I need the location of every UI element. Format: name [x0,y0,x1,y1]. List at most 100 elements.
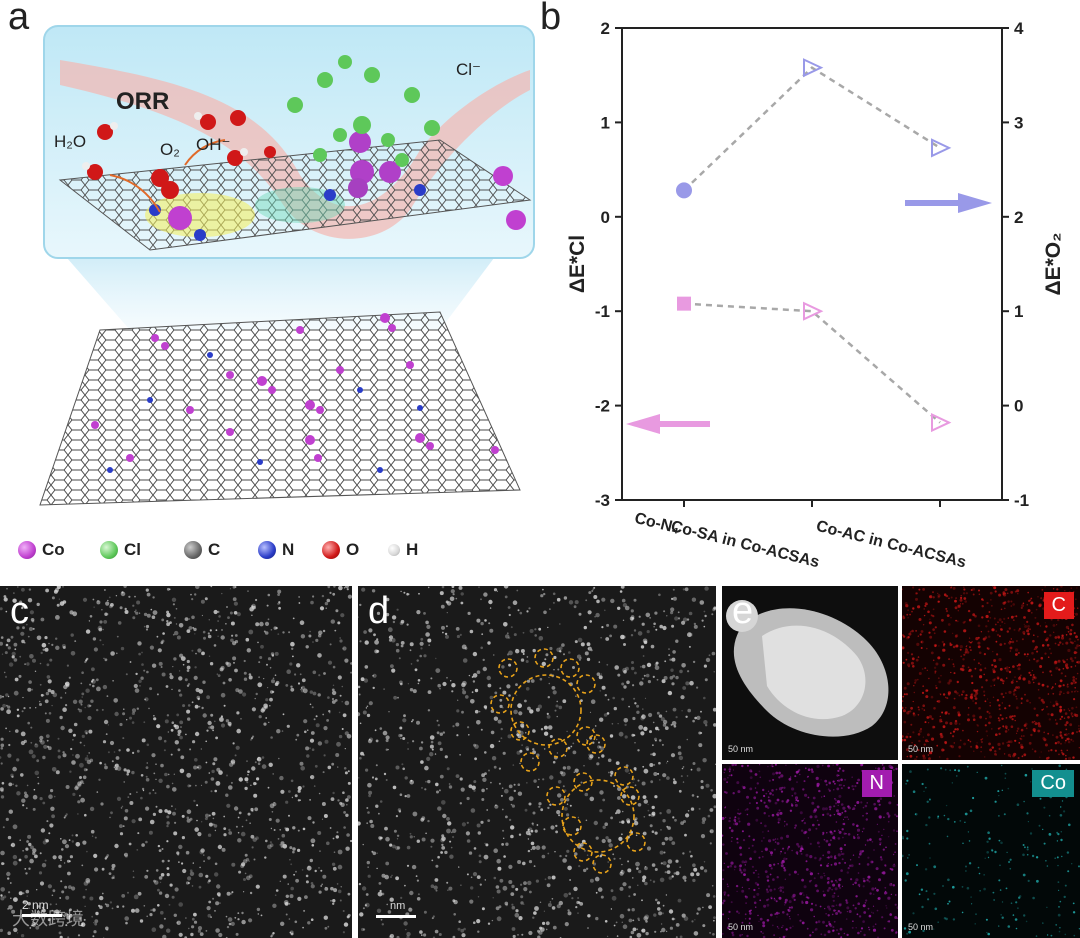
map-dot [1036,879,1039,883]
map-dot [986,710,989,713]
map-dot [730,829,734,833]
texture-dot [110,811,113,815]
texture-dot [448,785,453,789]
map-dot [746,764,749,767]
map-dot [1042,922,1044,924]
texture-dot [218,902,221,905]
map-dot [790,906,794,909]
texture-dot [549,901,552,903]
texture-dot [373,633,376,637]
map-dot [887,814,891,817]
texture-dot [696,872,700,876]
texture-dot [207,632,210,635]
texture-dot [318,674,321,677]
texture-dot [187,704,191,707]
texture-dot [278,606,281,610]
map-dot [725,852,728,855]
texture-dot [416,879,419,882]
texture-dot [529,890,532,894]
map-dot [946,757,949,760]
texture-dot [606,663,609,666]
map-dot [970,641,972,644]
texture-dot [682,875,687,880]
texture-dot [611,895,617,901]
texture-dot [54,909,60,915]
texture-dot [285,913,288,916]
texture-dot [398,657,401,660]
texture-dot [640,716,645,721]
texture-dot [482,777,487,782]
texture-dot [520,901,524,905]
map-dot [1029,628,1031,631]
texture-dot [243,659,246,663]
texture-dot [388,711,390,713]
map-dot [797,873,799,876]
texture-dot [253,858,256,861]
texture-dot [275,818,280,823]
texture-dot [491,919,494,922]
texture-dot [217,620,219,622]
map-dot [842,769,845,772]
texture-dot [368,738,371,741]
map-dot [1040,698,1044,702]
texture-dot [556,597,561,602]
texture-dot [276,729,281,734]
texture-dot [416,610,421,615]
map-dot [956,775,958,777]
texture-dot [16,758,20,762]
texture-dot [1,781,5,785]
texture-dot [309,690,313,694]
map-dot [987,698,989,700]
map-dot [1075,713,1079,718]
map-dot [840,803,844,806]
texture-dot [38,871,43,875]
texture-dot [126,773,129,776]
texture-dot [446,612,448,614]
texture-dot [206,729,209,732]
texture-dot [615,812,617,815]
texture-dot [69,908,72,912]
texture-dot [207,881,210,884]
texture-dot [579,902,584,906]
texture-dot [191,649,194,652]
texture-dot [660,862,663,865]
texture-dot [480,646,483,650]
texture-dot [330,619,335,624]
map-dot [833,789,835,791]
texture-dot [528,607,531,610]
texture-dot [269,697,273,702]
map-dot [801,921,805,925]
texture-dot [673,778,676,781]
texture-dot [85,629,91,634]
texture-dot [545,921,550,926]
map-dot [833,813,836,816]
map-dot [926,669,928,671]
texture-dot [597,745,601,749]
texture-dot [498,740,501,743]
map-dot [998,925,1000,927]
map-dot [836,800,841,804]
texture-dot [694,716,697,720]
texture-dot [48,832,51,835]
texture-dot [222,681,226,685]
texture-dot [49,823,54,828]
map-dot [1025,920,1028,923]
map-dot [727,776,729,779]
map-dot [1061,855,1063,858]
texture-dot [181,862,184,865]
map-dot [933,666,937,669]
map-dot [1068,733,1070,735]
map-dot [763,812,766,815]
map-dot [827,880,829,883]
texture-dot [541,854,546,859]
map-dot [902,615,905,618]
map-dot [952,735,955,738]
map-dot [906,755,909,758]
texture-dot [257,756,260,759]
map-dot [961,886,964,888]
texture-dot [200,784,203,786]
map-dot [942,725,946,729]
texture-dot [305,880,309,884]
texture-dot [192,862,194,864]
map-dot [985,730,988,733]
